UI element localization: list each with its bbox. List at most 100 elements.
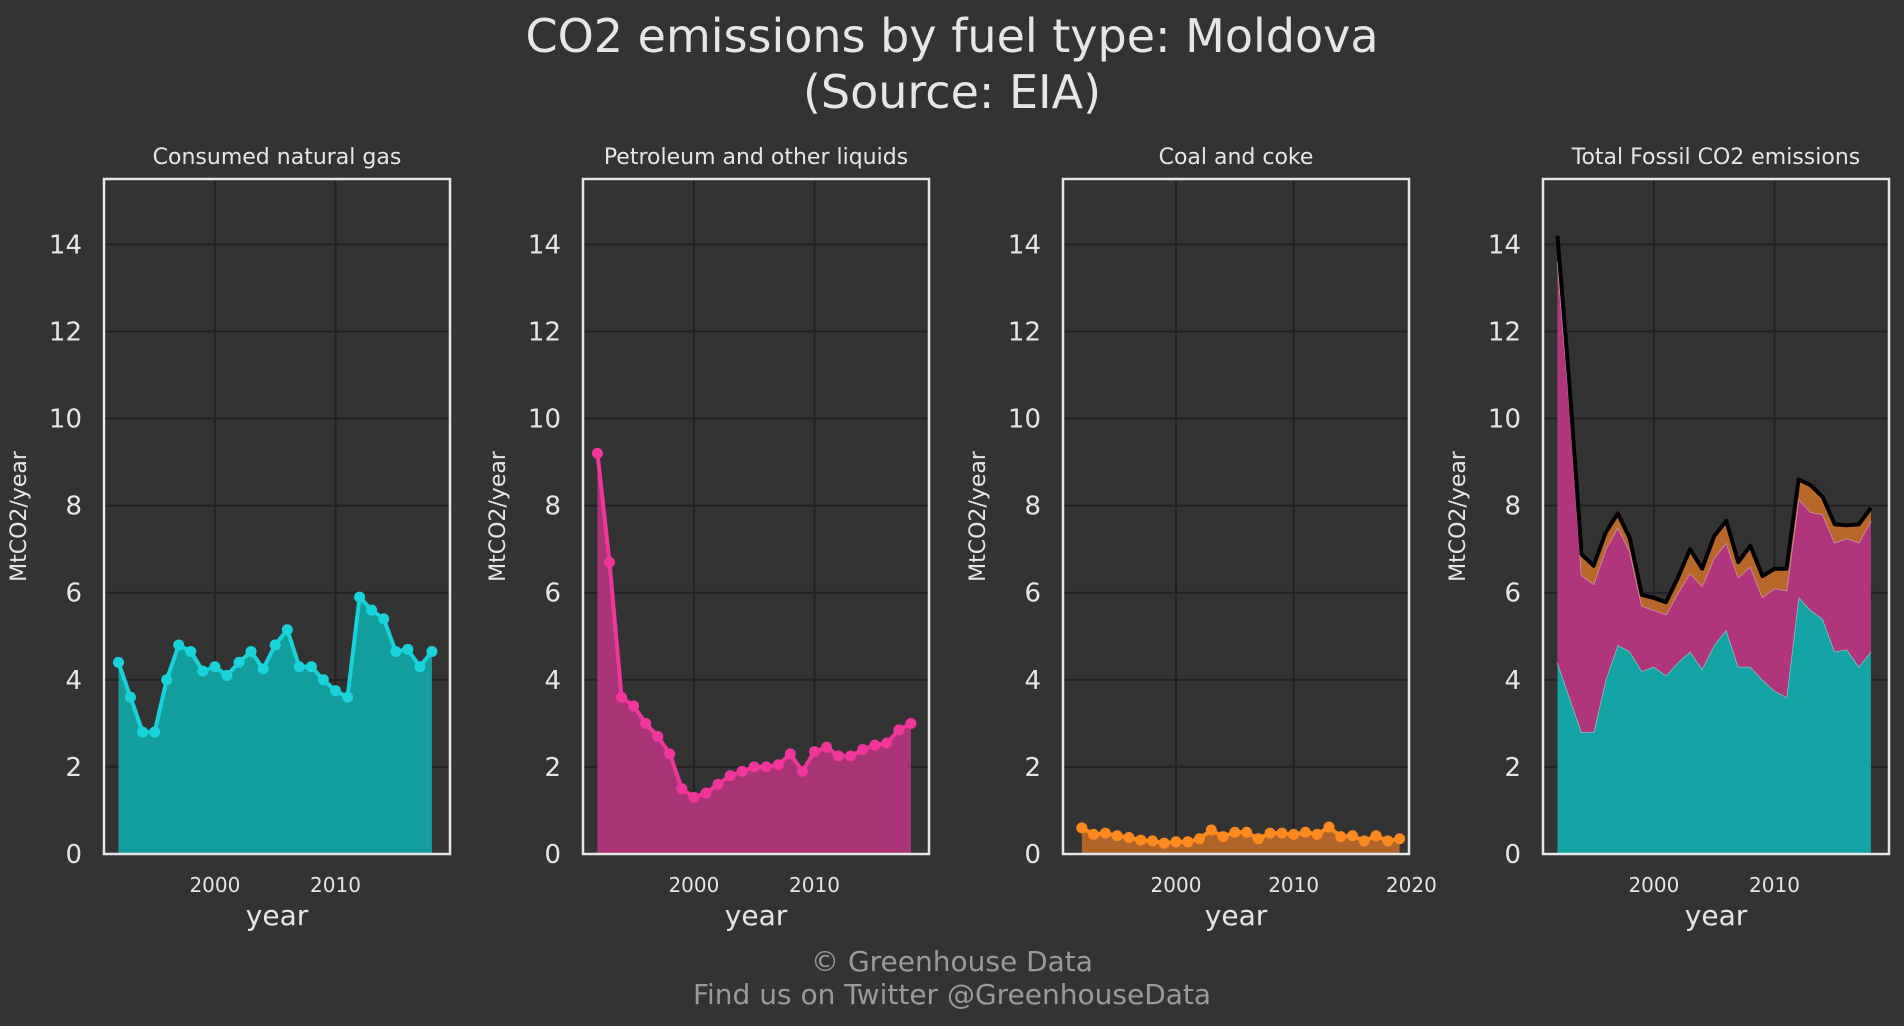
subplot-3: 0 2 4 6 8 10 12 14 2000 2010 2020 Coal and coke year… — [966, 145, 1437, 932]
y-tick-label: 12 — [1008, 317, 1041, 347]
y-tick-label: 4 — [1024, 666, 1041, 696]
data-point — [1217, 831, 1229, 843]
data-point — [1241, 826, 1253, 838]
y-tick-label: 10 — [1008, 405, 1041, 435]
y-tick-label: 12 — [528, 317, 561, 347]
data-point — [245, 646, 257, 657]
data-point — [269, 639, 281, 651]
data-point — [1323, 821, 1335, 833]
x-axis-label: year — [725, 899, 788, 932]
data-point — [125, 691, 137, 703]
subplot-title: Petroleum and other liquids — [604, 145, 908, 170]
data-point — [604, 556, 616, 568]
data-point — [197, 665, 209, 677]
stack-area-2 — [1557, 261, 1871, 733]
y-tick-label: 14 — [1008, 230, 1041, 260]
data-point — [1182, 836, 1194, 848]
data-point — [305, 661, 317, 673]
data-point — [628, 700, 640, 712]
y-tick-label: 6 — [1024, 579, 1041, 609]
data-point — [1382, 835, 1394, 847]
series-area — [597, 453, 911, 854]
subplot-4: 0 2 4 6 8 10 12 14 2000 2010 Total Fossil CO2 emis… — [1446, 145, 1891, 932]
data-point — [652, 730, 664, 742]
y-tick-label: 0 — [65, 840, 82, 870]
data-point — [808, 746, 820, 758]
data-point — [905, 717, 917, 729]
data-point — [1099, 827, 1111, 839]
data-point — [893, 724, 905, 736]
data-point — [1076, 822, 1088, 834]
x-axis-label: year — [246, 899, 309, 932]
data-point — [414, 661, 426, 673]
data-point — [869, 739, 881, 751]
data-point — [137, 726, 149, 738]
x-axis-label: year — [1205, 899, 1268, 932]
y-tick-label: 2 — [544, 753, 561, 783]
x-tick-label: 2010 — [789, 873, 840, 897]
y-tick-label: 14 — [528, 230, 561, 260]
y-tick-label: 6 — [65, 579, 82, 609]
data-point — [845, 750, 857, 762]
y-tick-label: 10 — [528, 405, 561, 435]
y-tick-label: 0 — [1024, 840, 1041, 870]
y-tick-label: 12 — [1488, 317, 1521, 347]
y-tick-label: 0 — [544, 840, 561, 870]
data-point — [426, 646, 438, 657]
y-tick-label: 0 — [1504, 840, 1521, 870]
subplot-2: 0 2 4 6 8 10 12 14 2000 2010 Petroleum and other l… — [486, 145, 931, 932]
data-point — [1288, 828, 1300, 840]
y-tick-label: 12 — [49, 317, 82, 347]
data-point — [161, 674, 173, 686]
data-point — [1311, 828, 1323, 840]
data-point — [1123, 831, 1135, 843]
data-point — [760, 761, 772, 773]
y-tick-label: 4 — [65, 666, 82, 696]
x-tick-label: 2000 — [668, 873, 719, 897]
y-tick-label: 6 — [1504, 579, 1521, 609]
y-tick-label: 2 — [1504, 753, 1521, 783]
data-point — [1146, 835, 1158, 847]
data-point — [378, 613, 390, 625]
y-axis-label: MtCO2/year — [966, 450, 991, 582]
data-point — [784, 748, 796, 760]
data-point — [772, 759, 784, 771]
y-tick-label: 10 — [49, 405, 82, 435]
data-point — [591, 447, 603, 459]
data-point — [354, 591, 366, 603]
y-tick-label: 8 — [1504, 492, 1521, 522]
x-tick-label: 2010 — [310, 873, 361, 897]
y-tick-label: 8 — [1024, 492, 1041, 522]
series-area — [118, 597, 432, 854]
data-point — [1358, 835, 1370, 847]
data-point — [736, 765, 748, 777]
data-point — [281, 624, 293, 636]
data-point — [1252, 833, 1264, 845]
y-tick-label: 4 — [1504, 666, 1521, 696]
data-point — [688, 791, 700, 803]
data-point — [366, 604, 378, 616]
data-point — [1370, 830, 1382, 842]
data-point — [1264, 827, 1276, 839]
y-tick-label: 2 — [65, 753, 82, 783]
data-point — [616, 691, 628, 703]
data-point — [1170, 836, 1182, 848]
y-tick-label: 8 — [65, 492, 82, 522]
stack-area-1 — [1557, 597, 1871, 854]
data-point — [881, 737, 893, 749]
plot-frame — [1061, 177, 1411, 856]
plot-frame — [102, 177, 452, 856]
data-point — [748, 761, 760, 773]
data-point — [1088, 828, 1100, 840]
data-point — [700, 787, 712, 799]
data-point — [724, 770, 736, 782]
credit-twitter: Find us on Twitter @GreenhouseData — [693, 978, 1211, 1011]
subplot-1: 0 2 4 6 8 10 12 14 2000 2010 Consumed natural gas y… — [7, 145, 452, 932]
plot-frame — [581, 177, 931, 856]
data-point — [712, 778, 724, 790]
data-point — [1335, 831, 1347, 843]
y-axis-label: MtCO2/year — [1446, 450, 1471, 582]
data-point — [1111, 830, 1123, 842]
y-tick-label: 2 — [1024, 753, 1041, 783]
y-axis-label: MtCO2/year — [486, 450, 511, 582]
